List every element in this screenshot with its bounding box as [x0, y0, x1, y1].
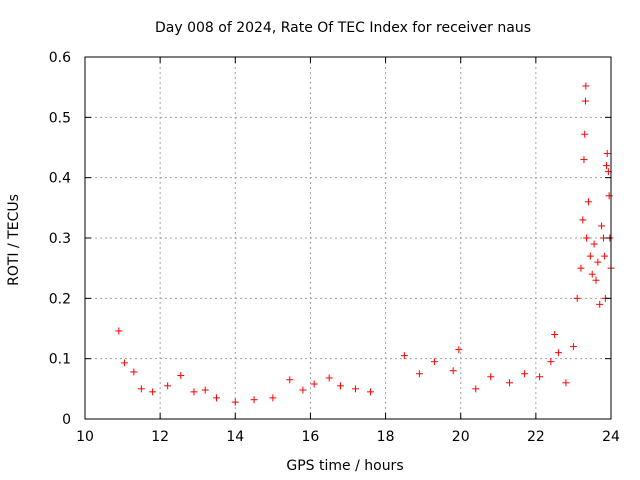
y-tick-label: 0 [62, 412, 71, 428]
data-points [115, 82, 615, 406]
data-point [400, 352, 408, 360]
data-point [582, 82, 590, 90]
data-point [137, 385, 145, 393]
data-point [579, 216, 587, 224]
data-point [415, 370, 423, 378]
data-point [352, 385, 360, 393]
data-point [455, 346, 463, 354]
data-point [592, 276, 600, 284]
data-point [569, 343, 577, 351]
data-point [547, 358, 555, 366]
data-point [583, 234, 591, 242]
data-point [336, 382, 344, 390]
data-point [213, 394, 220, 402]
data-point [601, 252, 609, 260]
data-point [602, 162, 610, 170]
axis-ticks [84, 56, 612, 420]
data-point [120, 359, 128, 367]
data-point [190, 388, 198, 396]
data-point [299, 386, 307, 394]
y-tick-label: 0.3 [49, 231, 71, 247]
data-point [310, 380, 318, 388]
data-point [164, 382, 172, 390]
y-axis-label: ROTI / TECUs [6, 194, 22, 286]
data-point [177, 372, 185, 380]
chart-title: Day 008 of 2024, Rate Of TEC Index for r… [155, 20, 531, 36]
y-tick-label: 0.6 [49, 50, 71, 66]
data-point [231, 398, 239, 406]
data-point [590, 240, 598, 248]
data-point [367, 388, 375, 396]
x-tick-label: 20 [452, 429, 470, 445]
data-point [115, 327, 123, 335]
y-tick-label: 0.2 [49, 291, 71, 307]
x-tick-label: 18 [377, 429, 395, 445]
x-axis-label: GPS time / hours [286, 458, 403, 474]
x-tick-label: 22 [527, 429, 545, 445]
data-point [506, 379, 514, 387]
data-point [430, 358, 438, 366]
data-point [130, 368, 138, 376]
data-point [598, 222, 606, 230]
x-tick-label: 16 [302, 429, 320, 445]
grid-lines [85, 57, 611, 419]
y-tick-label: 0.5 [49, 110, 71, 126]
data-point [580, 156, 588, 164]
x-tick-label: 10 [76, 429, 94, 445]
data-point [551, 331, 559, 339]
data-point [562, 379, 570, 387]
x-tick-label: 24 [602, 429, 620, 445]
data-point [286, 376, 294, 384]
data-point [577, 264, 585, 272]
data-point [201, 386, 209, 394]
data-point [588, 270, 596, 278]
y-tick-label: 0.1 [49, 352, 71, 368]
data-point [449, 367, 457, 375]
x-tick-labels: 10 12 14 16 18 20 22 24 [76, 429, 620, 445]
data-point [250, 396, 258, 404]
data-point [584, 198, 592, 206]
data-point [573, 294, 581, 302]
data-point [487, 373, 495, 381]
data-point [554, 349, 562, 357]
data-point [581, 97, 589, 105]
x-tick-label: 14 [226, 429, 244, 445]
data-point [472, 385, 480, 393]
data-point [325, 374, 333, 382]
y-tick-labels: 0 0.1 0.2 0.3 0.4 0.5 0.6 [49, 50, 71, 428]
data-point [603, 150, 611, 158]
data-point [269, 394, 277, 402]
data-point [596, 300, 604, 308]
x-tick-label: 12 [151, 429, 169, 445]
data-point [521, 370, 529, 378]
data-point [594, 258, 602, 266]
data-point [536, 373, 544, 381]
y-tick-label: 0.4 [49, 171, 71, 187]
data-point [149, 388, 157, 396]
data-point [586, 252, 594, 260]
data-point [581, 130, 589, 138]
